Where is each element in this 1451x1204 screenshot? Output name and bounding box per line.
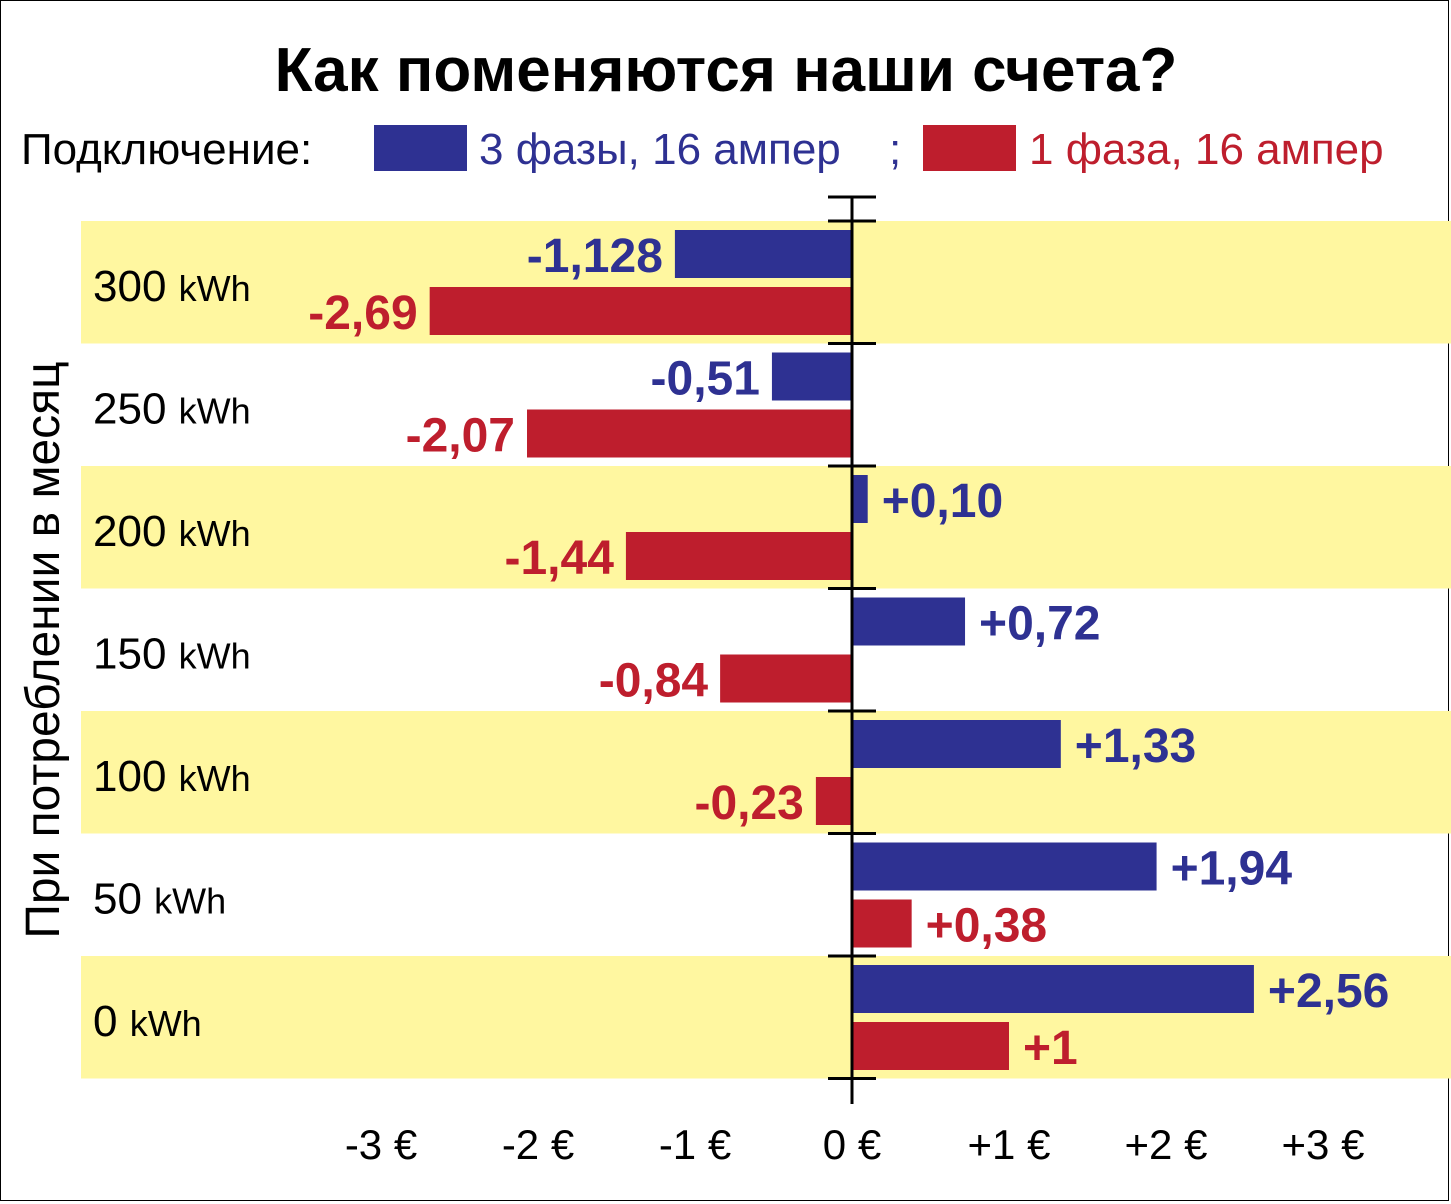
data-label: +2,56 [1268,965,1389,1018]
data-label: +0,72 [979,598,1100,651]
category-unit: kWh [179,636,251,677]
bar-1-phase [815,777,852,825]
legend-prefix: Подключение: [21,125,312,174]
bar-3-phase [852,965,1254,1013]
bar-1-phase [527,409,852,458]
data-label: -2,07 [406,410,515,463]
legend-swatch-1-phase [923,125,1016,171]
bar-3-phase [852,842,1157,891]
chart-title: Как поменяются наши счета? [275,36,1178,105]
bar-3-phase [852,720,1061,768]
data-labels: -1,128 -2,69 -0,51 -2,07 +0,10 -1,44 +0,72 -0,8… [308,230,1389,1075]
category-unit: kWh [179,268,251,309]
category-value: 200 [93,507,179,556]
bar-3-phase [852,475,868,523]
bar-1-phase [720,654,852,703]
category-value: 300 [93,262,179,311]
category-value: 100 [93,752,179,801]
data-label: -2,69 [308,287,417,340]
bar-1-phase [429,287,852,335]
y-axis-label: При потреблении в месяц [17,361,70,938]
category-label: 100 kWh [93,752,251,801]
category-unit: kWh [179,391,251,432]
legend-swatch-3-phase [374,125,467,171]
x-tick-label: +3 € [1282,1121,1365,1168]
category-value: 50 [93,875,154,924]
bar-3-phase [674,230,852,278]
x-tick-label: -1 € [659,1121,731,1168]
legend-label-1-phase: 1 фаза, 16 ампер [1029,125,1384,174]
legend-label-3-phase: 3 фазы, 16 ампер [479,125,841,174]
x-tick-label: +1 € [968,1121,1051,1168]
category-value: 150 [93,630,179,679]
data-label: +1 [1023,1022,1078,1075]
legend-separator: ; [889,125,901,174]
category-unit: kWh [130,1003,202,1044]
bar-1-phase [852,899,912,948]
data-label: -1,44 [505,532,615,585]
category-label: 250 kWh [93,385,251,434]
data-label: +0,38 [926,900,1047,953]
bar-3-phase [771,352,852,401]
category-unit: kWh [154,881,226,922]
category-unit: kWh [179,513,251,554]
row-band [81,711,1451,834]
x-tick-labels: -3 € -2 € -1 € 0 € +1 € +2 € +3 € [345,1121,1365,1168]
data-label: -0,23 [694,777,803,830]
x-tick-label: +2 € [1125,1121,1208,1168]
data-label: -0,84 [599,655,709,708]
data-label: +1,94 [1171,843,1293,896]
data-label: -0,51 [651,353,760,406]
category-value: 0 [93,997,130,1046]
x-tick-label: 0 € [823,1121,881,1168]
category-label: 300 kWh [93,262,251,311]
category-label: 0 kWh [93,997,202,1046]
x-tick-label: -3 € [345,1121,417,1168]
bar-1-phase [625,532,852,580]
bar-3-phase [852,597,966,646]
category-label: 150 kWh [93,630,251,679]
category-label: 200 kWh [93,507,251,556]
data-label: +1,33 [1075,720,1196,773]
data-label: -1,128 [527,230,663,283]
category-unit: kWh [179,758,251,799]
x-tick-label: -2 € [502,1121,574,1168]
data-label: +0,10 [882,475,1003,528]
bars [429,230,1254,1070]
category-value: 250 [93,385,179,434]
row-bands [81,221,1451,1079]
category-label: 50 kWh [93,875,226,924]
zero-axis [828,195,876,1104]
bar-1-phase [852,1022,1009,1070]
